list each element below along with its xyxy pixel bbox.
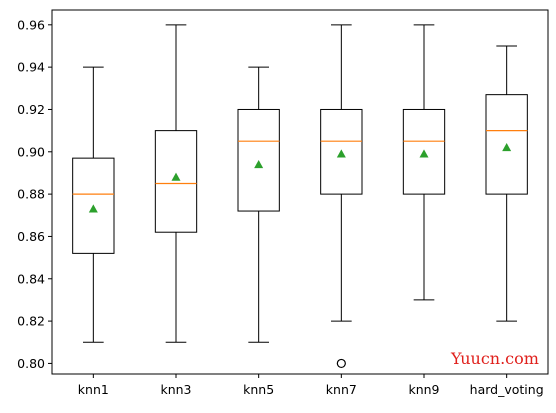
box-iqr [72,157,115,254]
y-tick-label: 0.94 [17,60,45,75]
y-tick-label: 0.88 [17,187,45,202]
box-group-hard_voting [485,45,528,322]
outlier-point [336,358,346,369]
mean-marker [88,204,98,213]
mean-marker [419,149,429,158]
plot-frame [51,9,549,375]
mean-marker [336,149,346,158]
x-tick-label: knn3 [160,382,191,397]
y-tick-label: 0.92 [17,102,45,117]
y-tick-label: 0.86 [17,229,45,244]
y-tick-label: 0.82 [17,314,45,329]
x-axis: knn1 knn3 knn5 knn7 knn9 hard_voting [78,374,544,397]
y-tick-label: 0.80 [17,356,45,371]
box-iqr [485,94,528,195]
mean-marker [502,143,512,152]
y-axis: 0.80 0.82 0.84 0.86 0.88 0.90 0.92 0.94 0.96 [17,17,52,371]
box-iqr [154,130,198,233]
x-tick-label: knn1 [78,382,109,397]
watermark-text: Yuucn.com [450,349,539,368]
y-tick-label: 0.90 [17,144,45,159]
plot-marks [72,24,528,369]
box-group-knn5 [237,66,280,343]
x-tick-label: hard_voting [470,382,544,397]
y-tick-label: 0.84 [17,271,45,286]
x-tick-label: knn5 [243,382,274,397]
mean-marker [171,172,181,181]
mean-marker [254,159,264,169]
box-group-knn9 [402,24,446,301]
x-tick-label: knn7 [326,382,357,397]
box-iqr [402,108,446,195]
box-iqr [320,108,363,195]
box-group-knn3 [154,24,198,343]
box-iqr [237,108,280,212]
box-group-knn1 [72,66,115,343]
x-tick-label: knn9 [408,382,439,397]
box-group-knn7 [320,24,363,369]
y-tick-label: 0.96 [17,17,45,32]
